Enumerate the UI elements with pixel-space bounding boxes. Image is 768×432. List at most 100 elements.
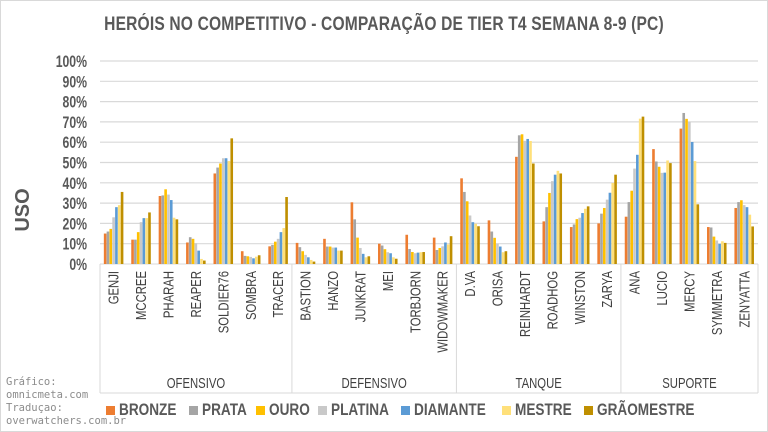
bar-bronze-lucio — [652, 149, 655, 264]
legend-item: PLATINA — [317, 400, 389, 420]
bar-mestre-tracer — [282, 228, 286, 264]
bar-prata-zarya — [600, 213, 603, 264]
bar-mestre-mercy — [693, 161, 697, 264]
bar-diamante-orisa — [498, 246, 502, 264]
bar-bronze-roadhog — [542, 221, 546, 264]
bar-prata-widowmaker — [435, 249, 439, 264]
bar-diamante-pharah — [169, 200, 173, 264]
category-label: TRACER — [270, 271, 287, 317]
bar-prata-ana — [627, 202, 631, 264]
bar-grãomestre-mei — [394, 258, 398, 264]
bar-ouro-pharah — [164, 189, 167, 264]
bar-diamante-junkrat — [361, 253, 365, 264]
category-label: WINSTON — [571, 271, 588, 324]
bar-platina-reinhardt — [523, 140, 527, 264]
bar-mestre-widowmaker — [446, 244, 450, 264]
bar-mestre-reaper — [200, 258, 203, 264]
bar-grãomestre-genji — [120, 191, 124, 264]
bar-platina-mei — [386, 252, 390, 264]
bar-platina-widowmaker — [441, 246, 444, 264]
bar-bronze-orisa — [487, 220, 491, 264]
bar-diamante-sombra — [252, 258, 255, 264]
bar-bronze-torbjorn — [405, 234, 409, 264]
y-tick-label: 70% — [63, 114, 87, 132]
bar-prata-mccree — [134, 239, 137, 264]
bar-diamante-symmetra — [718, 243, 721, 264]
bar-ouro-genji — [109, 228, 113, 264]
bar-prata-genji — [106, 231, 110, 264]
bar-grãomestre-ana — [641, 116, 645, 264]
category-label: ANA — [626, 271, 643, 295]
group-label: SUPORTE — [662, 375, 717, 392]
bar-diamante-torbjorn — [416, 252, 420, 264]
bar-prata-torbjorn — [408, 248, 411, 264]
bar-diamante-widowmaker — [444, 242, 447, 264]
bar-mestre-mei — [392, 257, 395, 264]
category-label: WIDOWMAKER — [434, 271, 451, 353]
bar-prata-lucio — [654, 161, 658, 264]
bar-mestre-pharah — [172, 217, 176, 264]
bar-grãomestre-mccree — [148, 212, 151, 264]
bar-mestre-zenyatta — [748, 214, 752, 264]
bar-platina-sombra — [249, 256, 253, 264]
bar-diamante-bastion — [307, 257, 310, 264]
bar-diamante-winston — [581, 213, 584, 264]
bar-diamante-genji — [115, 207, 118, 264]
bar-platina-winston — [578, 217, 582, 264]
y-tick-label: 100% — [56, 53, 87, 71]
bar-mestre-sombra — [255, 256, 258, 264]
legend-swatch — [583, 405, 593, 415]
category-label: ZENYATTA — [736, 271, 753, 328]
bar-grãomestre-winston — [586, 206, 590, 264]
bar-mestre-ana — [638, 118, 642, 264]
bar-bronze-reinhardt — [515, 156, 518, 264]
bar-platina-mccree — [139, 222, 143, 264]
bar-ouro-bastion — [301, 251, 305, 264]
bar-diamante-reinhardt — [526, 138, 529, 264]
legend-item: PRATA — [188, 400, 247, 420]
bar-platina-zarya — [605, 199, 609, 264]
chart-title: HERÓIS NO COMPETITIVO - COMPARAÇÃO DE TI… — [104, 14, 664, 35]
bar-prata-reinhardt — [517, 135, 521, 264]
bar-ouro-mei — [383, 249, 387, 264]
group-label: DEFENSIVO — [341, 375, 406, 392]
bar-grãomestre-junkrat — [367, 256, 371, 264]
category-label: REINHARDT — [517, 271, 534, 337]
bar-mestre-symmetra — [721, 241, 724, 264]
bar-diamante-d.va — [471, 222, 475, 264]
bar-mestre-zarya — [611, 183, 615, 264]
bar-platina-torbjorn — [413, 253, 417, 264]
category-label: HANZO — [325, 271, 342, 311]
category-label: JUNKRAT — [352, 271, 369, 322]
bar-platina-mercy — [688, 121, 691, 265]
y-tick-label: 10% — [63, 236, 87, 254]
bar-diamante-mei — [389, 253, 392, 264]
bar-diamante-roadhog — [553, 174, 557, 264]
bar-platina-hanzo — [331, 247, 335, 264]
bar-bronze-hanzo — [323, 238, 326, 264]
bar-grãomestre-sombra — [257, 255, 261, 264]
bar-grãomestre-pharah — [175, 219, 179, 264]
bar-diamante-mccree — [142, 218, 146, 264]
bar-grãomestre-hanzo — [340, 250, 343, 264]
y-tick-label: 90% — [63, 74, 87, 92]
bar-bronze-junkrat — [350, 202, 354, 264]
bar-mestre-soldier76 — [227, 161, 231, 264]
legend-item: OURO — [255, 400, 310, 420]
bar-bronze-symmetra — [707, 227, 710, 264]
bar-mestre-hanzo — [337, 250, 340, 264]
bar-mestre-torbjorn — [419, 252, 423, 264]
category-label: SOMBRA — [242, 271, 259, 320]
bar-mestre-junkrat — [364, 257, 368, 264]
legend-swatch — [255, 405, 265, 415]
bar-ouro-hanzo — [328, 246, 332, 264]
bar-ouro-lucio — [657, 166, 661, 264]
bar-platina-orisa — [496, 243, 499, 264]
legend-item: DIAMANTE — [401, 400, 490, 420]
bar-diamante-mercy — [690, 141, 694, 264]
bar-grãomestre-zenyatta — [751, 226, 754, 264]
bar-ouro-widowmaker — [438, 247, 442, 264]
bar-prata-mei — [380, 245, 384, 264]
bar-grãomestre-lucio — [669, 163, 672, 264]
